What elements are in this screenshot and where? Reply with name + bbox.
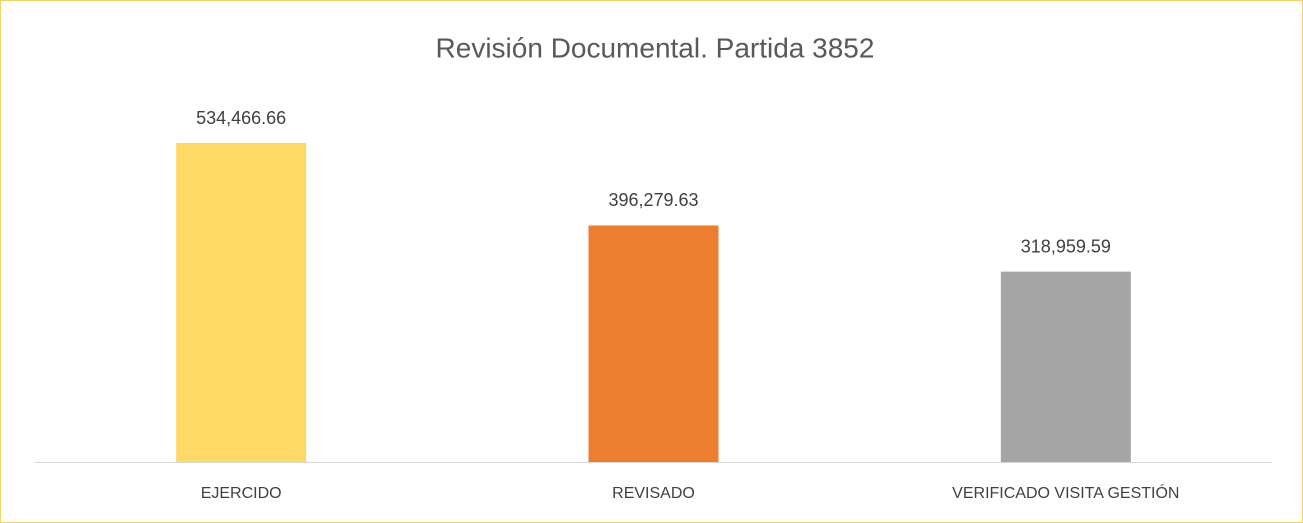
bar (1000, 271, 1131, 462)
x-tick-label: REVISADO (612, 485, 695, 502)
bar (176, 143, 307, 462)
x-tick-label: VERIFICADO VISITA GESTIÓN (952, 483, 1179, 502)
data-label: 318,959.59 (1021, 236, 1111, 256)
data-label: 534,466.66 (196, 108, 286, 128)
x-tick-label: EJERCIDO (201, 485, 282, 502)
bar (588, 225, 719, 462)
data-label: 396,279.63 (608, 190, 698, 210)
chart-title: Revisión Documental. Partida 3852 (436, 32, 875, 63)
